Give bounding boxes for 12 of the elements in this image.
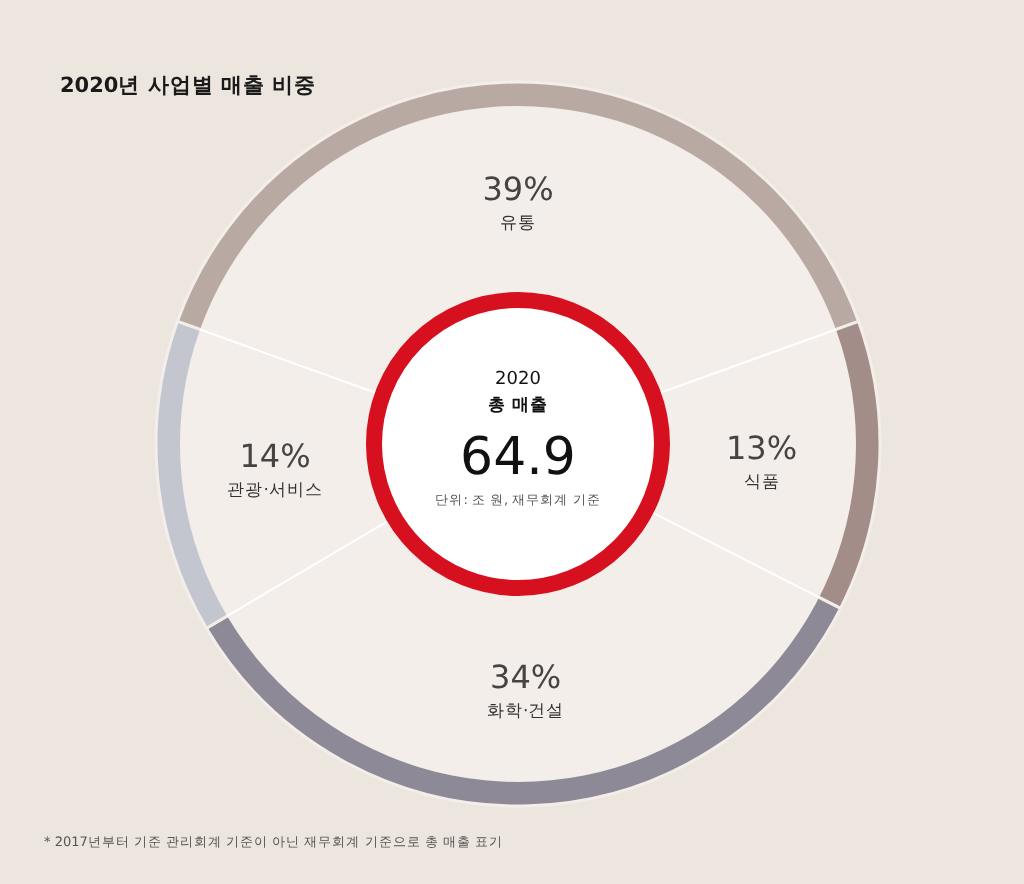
slice-label: 관광·서비스: [227, 480, 323, 501]
data-label: 34%: [490, 657, 562, 696]
data-label: 14%: [239, 436, 311, 475]
text: 2020: [495, 370, 542, 390]
slice-label: 화학·건설: [486, 701, 565, 722]
chart-title: 2020년 사업별 매출 비중: [60, 74, 317, 98]
text: 총 매출: [488, 394, 548, 416]
text: 64.9: [460, 428, 576, 488]
slice-label: 유통: [500, 214, 536, 234]
data-label: 39%: [482, 170, 554, 208]
slice-label: 식품: [743, 473, 780, 494]
data-label: 13%: [725, 429, 798, 468]
